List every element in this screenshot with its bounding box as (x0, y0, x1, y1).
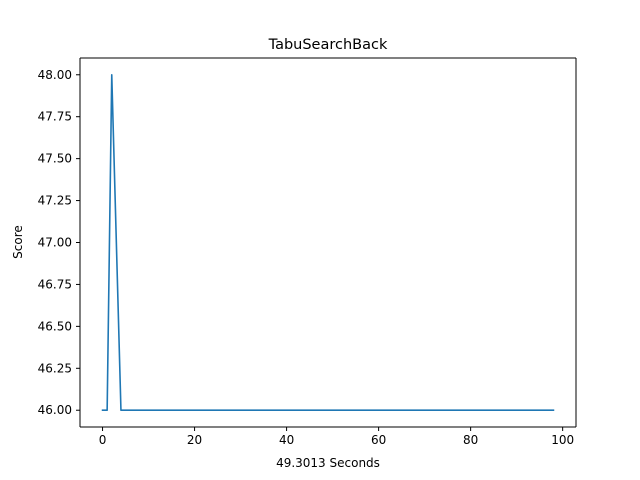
x-tick-label: 60 (371, 433, 386, 447)
y-tick-label: 47.25 (38, 194, 72, 208)
y-tick-label: 48.00 (38, 68, 72, 82)
y-tick-label: 46.25 (38, 361, 72, 375)
y-tick-label: 47.75 (38, 110, 72, 124)
y-axis-label: Score (11, 225, 25, 259)
x-tick-label: 40 (279, 433, 294, 447)
x-tick-label: 100 (551, 433, 574, 447)
x-tick-label: 20 (187, 433, 202, 447)
x-tick-label: 0 (99, 433, 107, 447)
series-line-0 (101, 73, 555, 412)
x-axis-label: 49.3013 Seconds (276, 456, 380, 470)
y-tick-label: 46.50 (38, 319, 72, 333)
y-tick-label: 46.75 (38, 277, 72, 291)
axes: 0 20 40 60 80 100 46.00 46.25 46.50 46.75 47.00 47.… (38, 57, 577, 447)
plot-area (101, 73, 555, 412)
y-tick-label: 46.00 (38, 403, 72, 417)
y-tick-label: 47.00 (38, 236, 72, 250)
chart-title: TabuSearchBack (268, 37, 388, 53)
y-tick-label: 47.50 (38, 152, 72, 166)
x-tick-label: 80 (463, 433, 478, 447)
